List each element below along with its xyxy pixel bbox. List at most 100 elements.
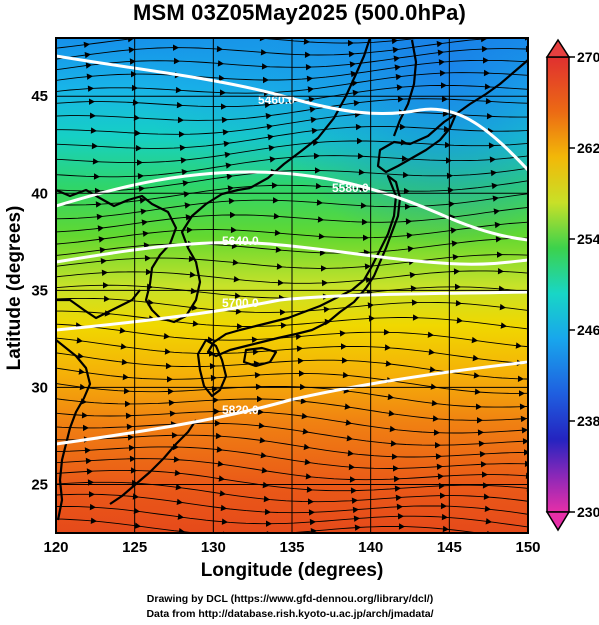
streamline-arrow bbox=[401, 155, 408, 162]
streamline-arrow bbox=[103, 282, 109, 289]
streamline-arrow bbox=[309, 518, 316, 526]
x-axis-label: Longitude (degrees) bbox=[201, 560, 384, 581]
streamline-arrow bbox=[169, 410, 176, 417]
streamline-arrow bbox=[90, 517, 97, 524]
streamline-arrow bbox=[216, 446, 223, 453]
coastline-hokkaido bbox=[376, 112, 458, 174]
streamline-arrow bbox=[266, 123, 273, 130]
streamline-arrow bbox=[214, 420, 221, 427]
streamline-arrow bbox=[129, 58, 136, 65]
streamline-arrow bbox=[261, 467, 268, 474]
streamline-arrow bbox=[174, 469, 181, 477]
streamline-arrow bbox=[101, 269, 108, 276]
streamline-arrow bbox=[272, 197, 279, 204]
streamline-arrow bbox=[302, 428, 309, 435]
streamline-arrow bbox=[265, 112, 272, 120]
streamline-arrow bbox=[491, 182, 498, 190]
coastline-ryukyu bbox=[109, 419, 197, 505]
streamline-arrow bbox=[230, 211, 236, 219]
x-tick-label: 135 bbox=[279, 539, 304, 556]
streamline-arrow bbox=[85, 62, 92, 69]
coastline-korea-china bbox=[56, 186, 251, 324]
streamline-arrow bbox=[517, 375, 524, 382]
streamline-arrow bbox=[393, 465, 399, 472]
streamline-arrow bbox=[477, 429, 484, 436]
streamline-arrow bbox=[226, 173, 233, 180]
coastline-kyushu bbox=[196, 338, 228, 398]
streamline-arrow bbox=[398, 523, 405, 530]
streamline-arrow bbox=[234, 292, 241, 299]
streamline-arrow bbox=[220, 504, 227, 512]
streamline-arrow bbox=[84, 52, 91, 59]
streamline-arrow bbox=[236, 323, 243, 330]
coastline-sakhalin bbox=[392, 39, 418, 137]
streamline-arrow bbox=[130, 467, 137, 474]
streamline-arrow bbox=[351, 497, 358, 504]
credit-data-source: Data from http://database.rish.kyoto-u.a… bbox=[146, 608, 434, 620]
streamline bbox=[56, 323, 528, 348]
streamline bbox=[56, 506, 528, 528]
streamline-arrow bbox=[492, 195, 499, 202]
contour-label: 5460.0 bbox=[258, 93, 295, 107]
streamline bbox=[56, 84, 528, 108]
colorbar: 270 262 254 246 238 230 bbox=[545, 38, 599, 532]
streamline-arrow bbox=[484, 83, 491, 90]
streamline-arrow bbox=[279, 309, 286, 316]
streamline-arrow bbox=[396, 503, 403, 510]
streamline-arrow bbox=[353, 515, 360, 522]
streamline-arrow bbox=[428, 348, 435, 356]
streamline-arrow bbox=[260, 452, 267, 459]
coastline-china-east bbox=[56, 289, 141, 521]
x-tick-labels: 120 125 130 135 140 145 150 bbox=[43, 539, 540, 556]
streamline-arrow bbox=[96, 213, 103, 220]
streamline-arrow bbox=[395, 494, 402, 501]
y-tick-label: 45 bbox=[31, 88, 48, 105]
streamline-arrow bbox=[321, 265, 327, 272]
streamline-arrow bbox=[295, 333, 302, 340]
streamline-arrow bbox=[135, 145, 142, 152]
streamline-arrow bbox=[142, 230, 149, 237]
streamline-arrow bbox=[349, 61, 356, 68]
streamline-arrow bbox=[219, 89, 226, 96]
streamline-arrow bbox=[341, 343, 347, 350]
streamline bbox=[56, 446, 528, 469]
streamline-arrow bbox=[304, 458, 311, 466]
streamline-arrow bbox=[316, 199, 323, 206]
streamline-arrow bbox=[310, 528, 317, 533]
streamline-arrow bbox=[441, 82, 447, 89]
contour-label: 5640.0 bbox=[222, 234, 259, 248]
streamline-arrow bbox=[299, 370, 305, 377]
x-tick-label: 125 bbox=[122, 539, 147, 556]
streamline-arrow bbox=[85, 457, 92, 465]
streamline-arrow bbox=[173, 456, 180, 463]
streamline-arrow bbox=[520, 415, 527, 423]
streamline-arrow bbox=[171, 432, 178, 439]
streamline-arrow bbox=[280, 322, 287, 329]
streamline-arrow bbox=[215, 432, 222, 440]
x-tick-label: 130 bbox=[201, 539, 226, 556]
y-axis-label: Latitude (degrees) bbox=[4, 206, 25, 371]
streamline-arrow bbox=[440, 492, 446, 499]
streamline-arrow bbox=[228, 197, 235, 205]
streamline-arrow bbox=[167, 376, 173, 383]
streamline-arrow bbox=[477, 417, 483, 424]
streamline-arrow bbox=[79, 383, 86, 391]
streamline-arrow bbox=[396, 84, 403, 91]
streamline-arrow bbox=[303, 38, 310, 45]
streamline-arrow bbox=[92, 158, 99, 165]
streamline bbox=[56, 469, 528, 492]
streamline-arrow bbox=[323, 306, 330, 313]
streamline-arrow bbox=[430, 383, 437, 390]
streamline-arrow bbox=[431, 400, 438, 407]
streamline-arrow bbox=[488, 142, 495, 149]
streamline-arrow bbox=[412, 314, 419, 321]
coastline-kurils bbox=[455, 59, 528, 115]
streamline-arrow bbox=[397, 96, 404, 103]
streamline-arrow bbox=[319, 249, 326, 256]
streamline-arrow bbox=[123, 387, 130, 395]
streamline-arrow bbox=[439, 70, 446, 77]
x-tick-label: 150 bbox=[515, 539, 540, 556]
colorbar-tick-labels: 270 262 254 246 238 230 bbox=[569, 49, 599, 520]
streamline-arrow bbox=[232, 259, 239, 266]
streamline-arrow bbox=[210, 374, 217, 382]
